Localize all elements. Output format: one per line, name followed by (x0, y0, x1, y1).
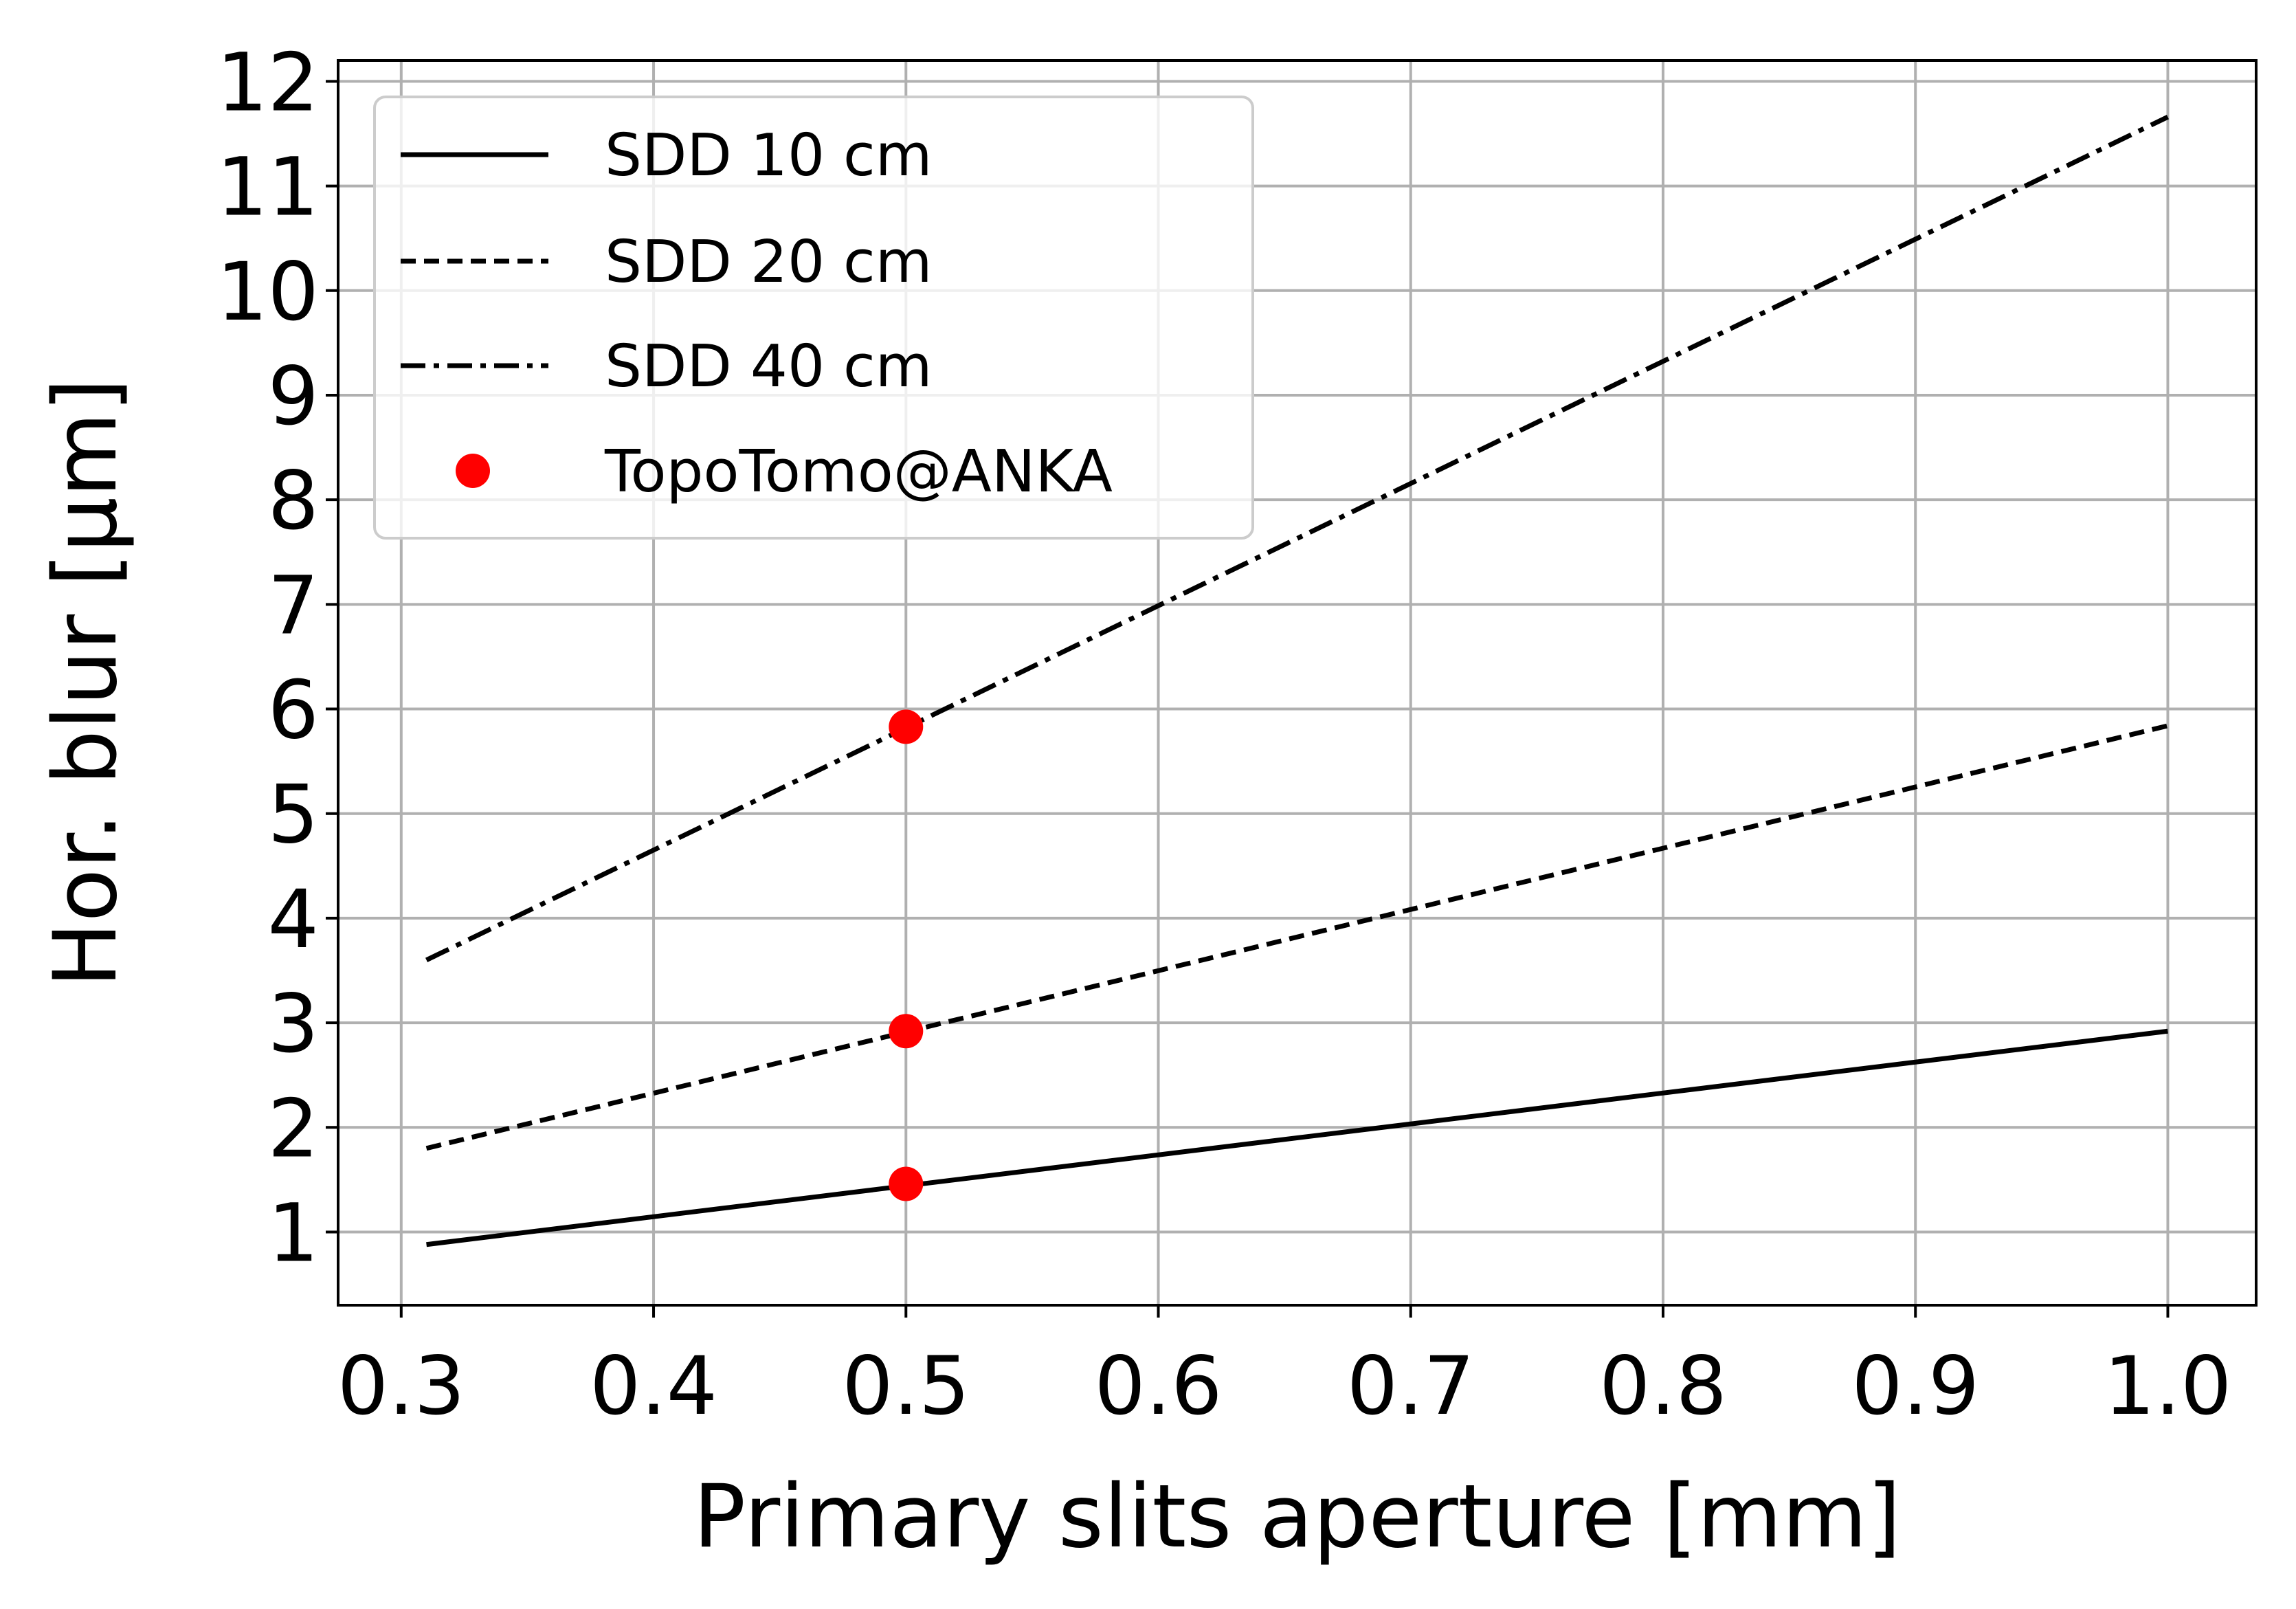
legend: SDD 10 cm SDD 20 cm SDD 40 cm TopoTomo@ANKA (373, 96, 1254, 540)
legend-label: SDD 20 cm (605, 228, 933, 296)
y-tick-label: 3 (268, 977, 319, 1071)
legend-box (373, 96, 1254, 540)
data-point-topotomo (889, 1014, 924, 1049)
y-tick-label: 2 (268, 1081, 319, 1175)
series-layer (425, 115, 2169, 1247)
legend-label: TopoTomo@ANKA (604, 438, 1113, 506)
x-tick-label: 0.5 (842, 1339, 970, 1433)
y-tick-label: 1 (268, 1186, 319, 1280)
legend-marker (456, 454, 490, 488)
plot-frame (337, 59, 2258, 1307)
data-point-topotomo (889, 709, 924, 744)
x-tick-label: 0.8 (1599, 1339, 1727, 1433)
y-tick-label: 4 (268, 872, 319, 966)
series-line-sdd-40-cm (425, 115, 2169, 962)
grid (338, 60, 2256, 1305)
x-tick-label: 0.4 (590, 1339, 717, 1433)
y-tick-label: 8 (268, 454, 319, 548)
data-point-topotomo (889, 1166, 924, 1201)
y-tick-label: 6 (268, 663, 319, 757)
y-tick-label: 5 (268, 768, 319, 862)
x-tick-label: 0.9 (1851, 1339, 1979, 1433)
legend-label: SDD 40 cm (605, 333, 933, 401)
y-tick-label: 9 (268, 349, 319, 443)
legend-label: SDD 10 cm (605, 122, 933, 190)
x-tick-label: 0.7 (1347, 1339, 1475, 1433)
y-tick-label: 10 (216, 245, 319, 339)
x-tick-label: 0.6 (1094, 1339, 1222, 1433)
series-line-sdd-20-cm (425, 723, 2169, 1151)
x-axis-label: Primary slits aperture [mm] (693, 1465, 1902, 1567)
x-tick-label: 0.3 (337, 1339, 465, 1433)
y-tick-label: 7 (268, 558, 319, 652)
y-tick-label: 11 (216, 140, 319, 234)
series-line-sdd-10-cm (426, 1028, 2168, 1247)
y-tick-label: 12 (216, 35, 319, 129)
y-axis-label: Hor. blur [μm] (34, 378, 136, 988)
x-tick-label: 1.0 (2104, 1339, 2231, 1433)
